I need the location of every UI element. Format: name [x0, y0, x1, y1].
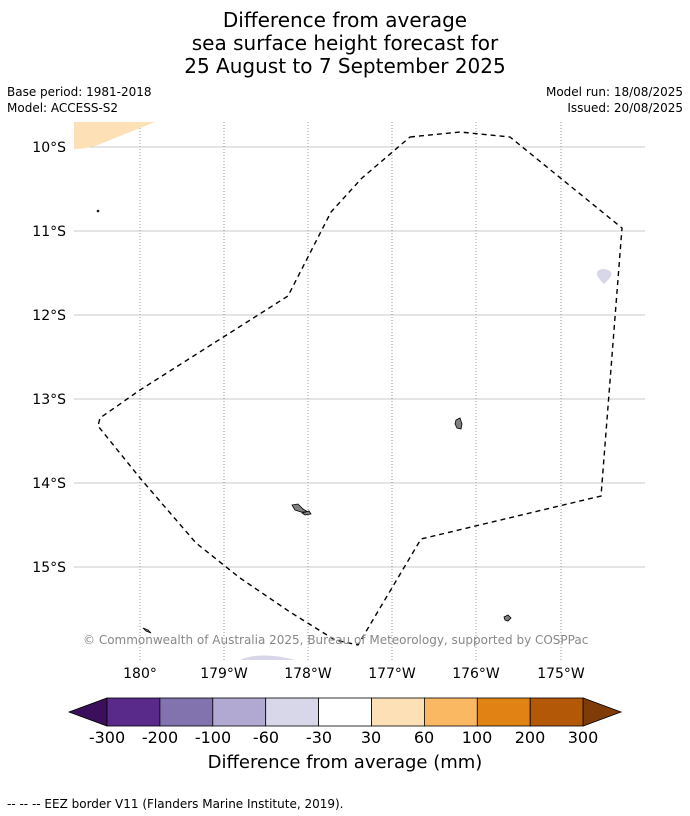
colorbar-tick-label: -200: [142, 728, 178, 747]
colorbar-tick-label: -30: [306, 728, 332, 747]
issued-date: Issued: 20/08/2025: [567, 101, 683, 115]
model-run: Model run: 18/08/2025: [545, 85, 683, 99]
lon-label: 180°: [123, 666, 157, 682]
colorbar-extend-high: [582, 697, 623, 727]
lon-gridlines: [139, 122, 562, 660]
colorbar-segment: [529, 697, 584, 727]
lat-label: 10°S: [32, 140, 66, 156]
lat-label: 12°S: [32, 308, 66, 324]
colorbar-tick-label: -60: [253, 728, 279, 747]
anomaly-patch-negative-east: [596, 269, 612, 284]
anomaly-patch-positive: [74, 122, 155, 149]
copyright-notice: © Commonwealth of Australia 2025, Bureau…: [83, 633, 589, 647]
colorbar-tick-label: -100: [195, 728, 231, 747]
colorbar-segment: [423, 697, 478, 727]
lat-label: 15°S: [32, 560, 66, 576]
colorbar-title: Difference from average (mm): [207, 752, 483, 773]
colorbar-labels: -300 -200 -100 -60 -30 30 60 100 200 300: [89, 728, 598, 747]
map-panel: [74, 122, 645, 660]
base-period: Base period: 1981-2018: [7, 85, 152, 99]
colorbar-tick-label: 100: [462, 728, 493, 747]
island-alofi: [301, 510, 312, 516]
title-line-1: Difference from average: [222, 8, 468, 32]
chart-title: Difference from average sea surface heig…: [0, 9, 690, 78]
colorbar-segment: [159, 697, 214, 727]
lat-label: 14°S: [32, 476, 66, 492]
colorbar-segment: [371, 697, 425, 727]
lon-label: 177°W: [368, 666, 416, 682]
meta-left: Base period: 1981-2018 Model: ACCESS-S2: [7, 84, 152, 116]
colorbar-tick-label: 200: [515, 728, 546, 747]
lat-label: 13°S: [32, 392, 66, 408]
colorbar-tick-label: 30: [361, 728, 381, 747]
island-southwest: [142, 627, 152, 634]
colorbar-segment: [106, 697, 161, 727]
lat-label: 11°S: [32, 224, 66, 240]
lat-axis: 10°S 11°S 12°S 13°S 14°S 15°S: [32, 140, 66, 576]
model-name: Model: ACCESS-S2: [7, 101, 119, 115]
colorbar-segment: [212, 697, 267, 727]
lon-label: 179°W: [200, 666, 248, 682]
colorbar: [67, 697, 623, 727]
colorbar-segment: [265, 697, 320, 727]
colorbar-tick-label: 300: [568, 728, 599, 747]
eez-legend-note: -- -- -- EEZ border V11 (Flanders Marine…: [7, 797, 344, 811]
title-line-2: sea surface height forecast for: [191, 31, 499, 55]
islands: [96, 209, 512, 634]
island-futuna: [291, 503, 310, 513]
lon-label: 175°W: [537, 666, 585, 682]
colorbar-tick-label: -300: [89, 728, 125, 747]
meta-right: Model run: 18/08/2025 Issued: 20/08/2025: [546, 84, 683, 116]
colorbar-segment: [318, 697, 372, 727]
lon-axis: 180° 179°W 178°W 177°W 176°W 175°W: [123, 666, 585, 682]
island-wallis: [454, 417, 463, 430]
colorbar-tick-label: 60: [414, 728, 434, 747]
eez-border: [97, 131, 623, 646]
lat-gridlines: [74, 146, 645, 568]
anomaly-patch-negative-south: [240, 655, 295, 660]
island-dot: [96, 209, 100, 213]
lon-label: 178°W: [284, 666, 332, 682]
title-line-3: 25 August to 7 September 2025: [184, 54, 506, 78]
lon-label: 176°W: [452, 666, 500, 682]
colorbar-extend-low: [67, 697, 108, 727]
colorbar-segment: [476, 697, 531, 727]
island-niuafoou: [503, 614, 512, 622]
